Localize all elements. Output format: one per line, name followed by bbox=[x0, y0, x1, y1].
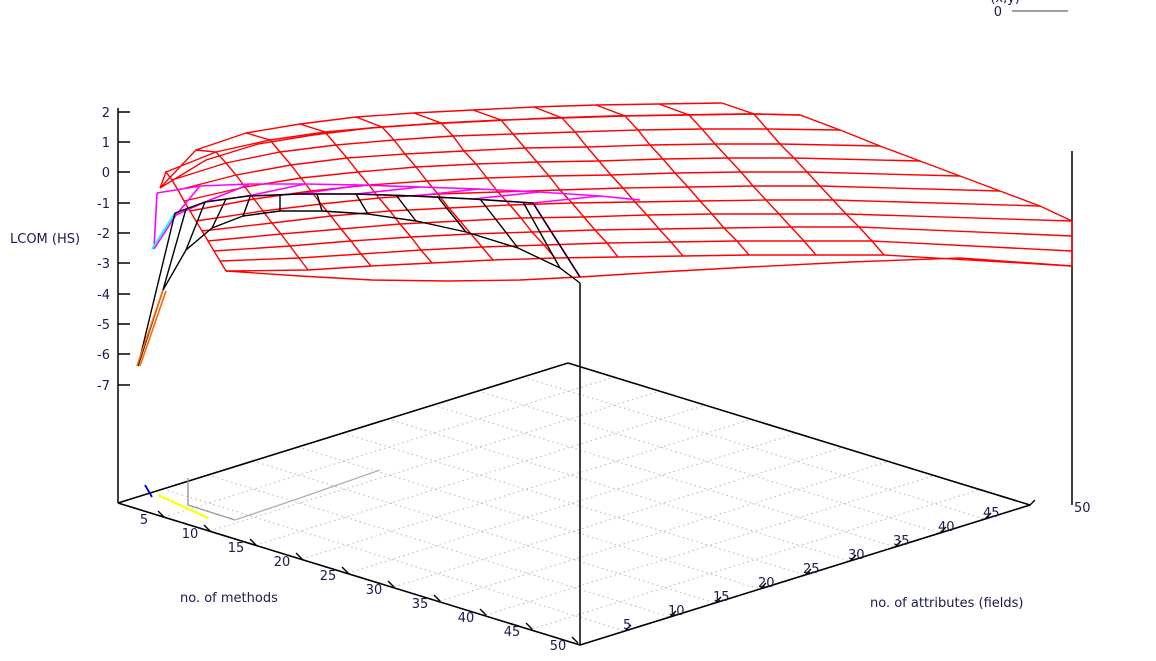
svg-text:20: 20 bbox=[758, 576, 775, 591]
svg-text:50: 50 bbox=[1074, 501, 1091, 516]
curve-gray-1 bbox=[187, 478, 236, 521]
svg-text:35: 35 bbox=[893, 534, 910, 549]
svg-text:1: 1 bbox=[102, 136, 110, 151]
x-axis-label: no. of methods bbox=[180, 591, 278, 606]
magenta-surface bbox=[153, 183, 641, 278]
svg-text:15: 15 bbox=[713, 590, 730, 605]
orange-curve bbox=[136, 289, 167, 367]
red-surface-mesh bbox=[159, 102, 1073, 282]
svg-text:-2: -2 bbox=[97, 227, 110, 242]
curve-yellow bbox=[157, 494, 209, 519]
svg-text:2: 2 bbox=[102, 106, 110, 121]
svg-text:0: 0 bbox=[102, 166, 110, 181]
svg-text:10: 10 bbox=[182, 527, 199, 542]
z-tick-labels: 2 1 0 -1 -2 -3 -4 -5 -6 -7 bbox=[97, 106, 110, 394]
svg-text:30: 30 bbox=[366, 583, 383, 598]
y-axis-ticks bbox=[624, 499, 1036, 632]
svg-text:40: 40 bbox=[458, 611, 475, 626]
svg-text:10: 10 bbox=[668, 604, 685, 619]
svg-text:25: 25 bbox=[803, 562, 820, 577]
svg-text:5: 5 bbox=[623, 618, 631, 633]
curve-blue bbox=[144, 484, 153, 498]
svg-text:-3: -3 bbox=[97, 257, 110, 272]
svg-text:45: 45 bbox=[504, 625, 521, 640]
y-tick-labels: 5 10 15 20 25 30 35 40 45 50 bbox=[623, 501, 1091, 633]
z-axis-label: LCOM (HS) bbox=[10, 232, 80, 247]
svg-text:25: 25 bbox=[320, 569, 337, 584]
x-axis-ticks bbox=[157, 510, 579, 644]
svg-text:15: 15 bbox=[228, 541, 245, 556]
curve-gray-2 bbox=[234, 469, 381, 521]
base-plane-curves bbox=[144, 469, 381, 521]
legend-entry-label: 0 bbox=[994, 5, 1002, 20]
vertical-corner-lines bbox=[117, 108, 1073, 645]
x-tick-labels: 5 10 15 20 25 30 35 40 45 50 bbox=[140, 513, 566, 654]
svg-text:45: 45 bbox=[983, 506, 1000, 521]
z-axis-ticks bbox=[118, 111, 130, 386]
y-axis-label: no. of attributes (fields) bbox=[870, 596, 1023, 611]
svg-text:30: 30 bbox=[848, 548, 865, 563]
svg-text:40: 40 bbox=[938, 520, 955, 535]
cyan-curve bbox=[151, 212, 176, 250]
black-lower-surface bbox=[137, 193, 581, 367]
svg-text:20: 20 bbox=[274, 555, 291, 570]
svg-text:50: 50 bbox=[550, 639, 567, 654]
svg-text:-1: -1 bbox=[97, 197, 110, 212]
legend-title: (x,y) bbox=[990, 0, 1020, 6]
svg-text:5: 5 bbox=[140, 513, 148, 528]
legend: (x,y) 0 bbox=[990, 0, 1068, 20]
svg-text:35: 35 bbox=[412, 597, 429, 612]
svg-text:-7: -7 bbox=[97, 379, 110, 394]
svg-text:-4: -4 bbox=[97, 288, 110, 303]
svg-text:-5: -5 bbox=[97, 318, 110, 333]
svg-text:-6: -6 bbox=[97, 348, 110, 363]
